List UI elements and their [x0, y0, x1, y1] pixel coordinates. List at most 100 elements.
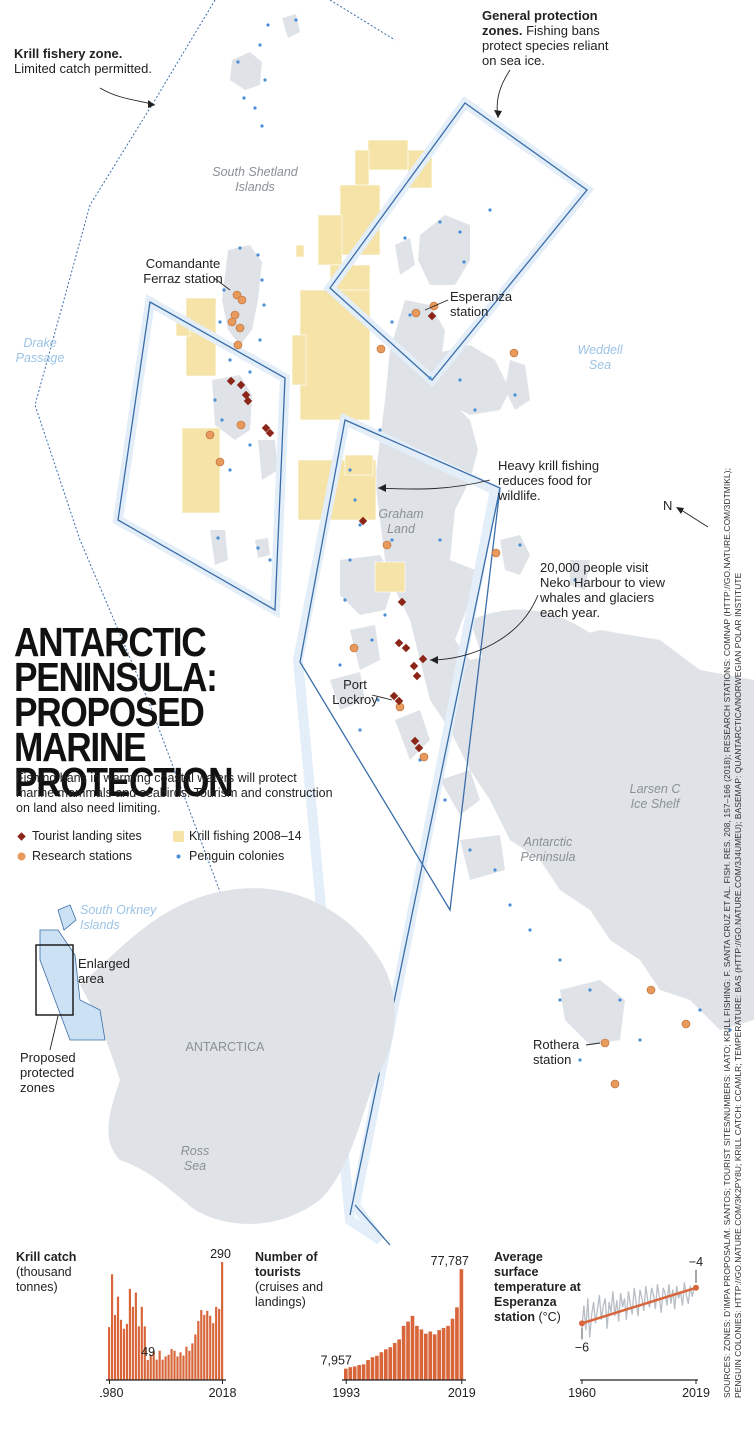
- label-port-lockroy: Port Lockroy: [332, 677, 378, 707]
- bar-2016: [446, 1325, 450, 1380]
- temp-chart-title-bold: Average surface temperature at Esperanza…: [494, 1250, 581, 1324]
- data-label: −4: [689, 1255, 703, 1269]
- data-label: 49: [141, 1345, 155, 1359]
- bar-2001: [170, 1349, 173, 1380]
- legend-penguin-label: Penguin colonies: [189, 849, 285, 863]
- general-zone-annotation: General protection zones. Fishing bans p…: [482, 8, 622, 68]
- bar-1990: [137, 1326, 140, 1380]
- bar-1999: [164, 1356, 167, 1380]
- bar-2005: [182, 1355, 185, 1380]
- krill-zone-annotation: Krill fishery zone. Limited catch permit…: [14, 46, 154, 76]
- bar-1998: [161, 1359, 164, 1380]
- trend-line: [581, 1286, 697, 1325]
- page-subtitle: Fishing bans in warming coastal waters w…: [16, 771, 333, 815]
- x-tick-label: 1960: [568, 1386, 596, 1400]
- bar-2004: [179, 1352, 182, 1380]
- bar-2003: [176, 1356, 179, 1380]
- bar-1985: [122, 1328, 126, 1380]
- bar-1994: [149, 1355, 152, 1380]
- title-line-4: PROTECTION: [14, 759, 234, 805]
- data-label: −6: [575, 1340, 589, 1354]
- bar-1996: [155, 1359, 158, 1380]
- bar-1993: [146, 1360, 149, 1380]
- data-label: 290: [210, 1247, 231, 1261]
- legend-tourist-label: Tourist landing sites: [32, 829, 142, 843]
- bar-1986: [125, 1323, 129, 1380]
- legend-research-label: Research stations: [32, 849, 133, 863]
- x-tick-label: 1980: [100, 1386, 123, 1400]
- bar-2014: [209, 1315, 212, 1380]
- title-line-3: PROPOSED MARINE: [14, 689, 205, 770]
- bar-1999: [370, 1357, 375, 1380]
- bar-1995: [152, 1351, 155, 1380]
- krill-zone-text: Limited catch permitted.: [14, 61, 153, 76]
- bar-2018: [455, 1307, 459, 1380]
- title-line-1: ANTARCTIC: [14, 619, 207, 665]
- temperature-chart: −6 −4 1960 2019: [568, 1255, 710, 1400]
- neko-harbour-annotation: 20,000 people visit Neko Harbour to view…: [540, 560, 665, 620]
- temp-chart-title: Average surface temperature at Esperanza…: [494, 1250, 589, 1325]
- tourist-diamond-icon: [17, 832, 26, 841]
- bar-2017: [218, 1308, 221, 1380]
- bar-1983: [116, 1296, 120, 1380]
- x-tick-label: 1993: [332, 1386, 360, 1400]
- protected-zones: [34, 0, 595, 1246]
- bar-1989: [134, 1292, 137, 1380]
- bar-2013: [432, 1334, 437, 1380]
- penguin-dot-icon: [176, 854, 181, 859]
- tourist-chart-title-rest: (cruises and landings): [255, 1280, 324, 1309]
- general-zone-text: Fishing bans protect species reliant on …: [482, 23, 609, 68]
- krill-chart-title-rest: (thousand tonnes): [16, 1265, 72, 1294]
- bar-1993: [344, 1368, 348, 1380]
- bar-1982: [113, 1314, 117, 1380]
- bar-1984: [119, 1319, 123, 1380]
- tourist-landing-sites: [226, 311, 437, 753]
- bar-1997: [361, 1364, 366, 1380]
- research-dot-icon: [17, 852, 26, 861]
- source-line-2: PENGUIN COLONIES: HTTP://GO.NATURE.COM/3…: [733, 572, 743, 1398]
- tourist-chart-title-bold: Number of tourists: [255, 1250, 318, 1279]
- source-credits: SOURCES: ZONES: D’IMPA PROPOSAL/M. SANTO…: [722, 18, 744, 1398]
- bar-2012: [203, 1314, 206, 1380]
- north-arrow-label: N: [663, 498, 673, 513]
- legend-krill-label: Krill fishing 2008–14: [189, 829, 302, 843]
- temp-chart-title-unit: (°C): [538, 1310, 561, 1324]
- bar-2008: [410, 1315, 415, 1380]
- label-antarctica: ANTARCTICA: [185, 1040, 265, 1054]
- data-label: 77,787: [431, 1254, 469, 1268]
- bar-2006: [401, 1325, 406, 1380]
- inset-enlarged-label: Enlarged area: [78, 956, 131, 986]
- inset-proposed-label: Proposed protected zones: [20, 1050, 76, 1095]
- bar-2007: [188, 1350, 191, 1380]
- bar-1991: [140, 1306, 143, 1380]
- heavy-krill-annotation: Heavy krill fishing reduces food for wil…: [498, 458, 600, 503]
- label-drake-passage: Drake Passage: [15, 336, 65, 365]
- bar-1995: [352, 1366, 357, 1380]
- source-line-1: SOURCES: ZONES: D’IMPA PROPOSAL/M. SANTO…: [722, 467, 732, 1398]
- label-south-orkney: South Orkney Islands: [80, 903, 157, 932]
- bar-1996: [357, 1365, 361, 1380]
- trend-end-point: [693, 1284, 699, 1291]
- tourist-chart-title: Number of tourists (cruises and landings…: [255, 1250, 345, 1310]
- tourist-number-chart: 1993 2019 7,957 77,787: [321, 1254, 476, 1400]
- label-weddell-sea: Weddell Sea: [577, 343, 623, 372]
- bar-2012: [428, 1331, 433, 1380]
- x-tick-label: 2019: [448, 1386, 476, 1400]
- krill-square-icon: [173, 831, 184, 842]
- bar-1997: [158, 1350, 161, 1380]
- label-larsen: Larsen C Ice Shelf: [629, 782, 681, 811]
- krill-chart-title-bold: Krill catch: [16, 1250, 77, 1264]
- bar-2005: [397, 1339, 401, 1380]
- bar-1980: [108, 1327, 111, 1380]
- penguin-colonies: [213, 18, 732, 1062]
- landmass: [210, 14, 754, 1045]
- bar-2010: [197, 1321, 200, 1380]
- bar-2017: [450, 1318, 455, 1380]
- x-tick-label: 2018: [209, 1386, 237, 1400]
- temperature-series-line: [581, 1282, 697, 1338]
- bar-2016: [215, 1306, 218, 1380]
- bar-2004: [392, 1342, 397, 1380]
- label-ross-sea: Ross Sea: [180, 1144, 210, 1173]
- bar-2010: [419, 1329, 424, 1380]
